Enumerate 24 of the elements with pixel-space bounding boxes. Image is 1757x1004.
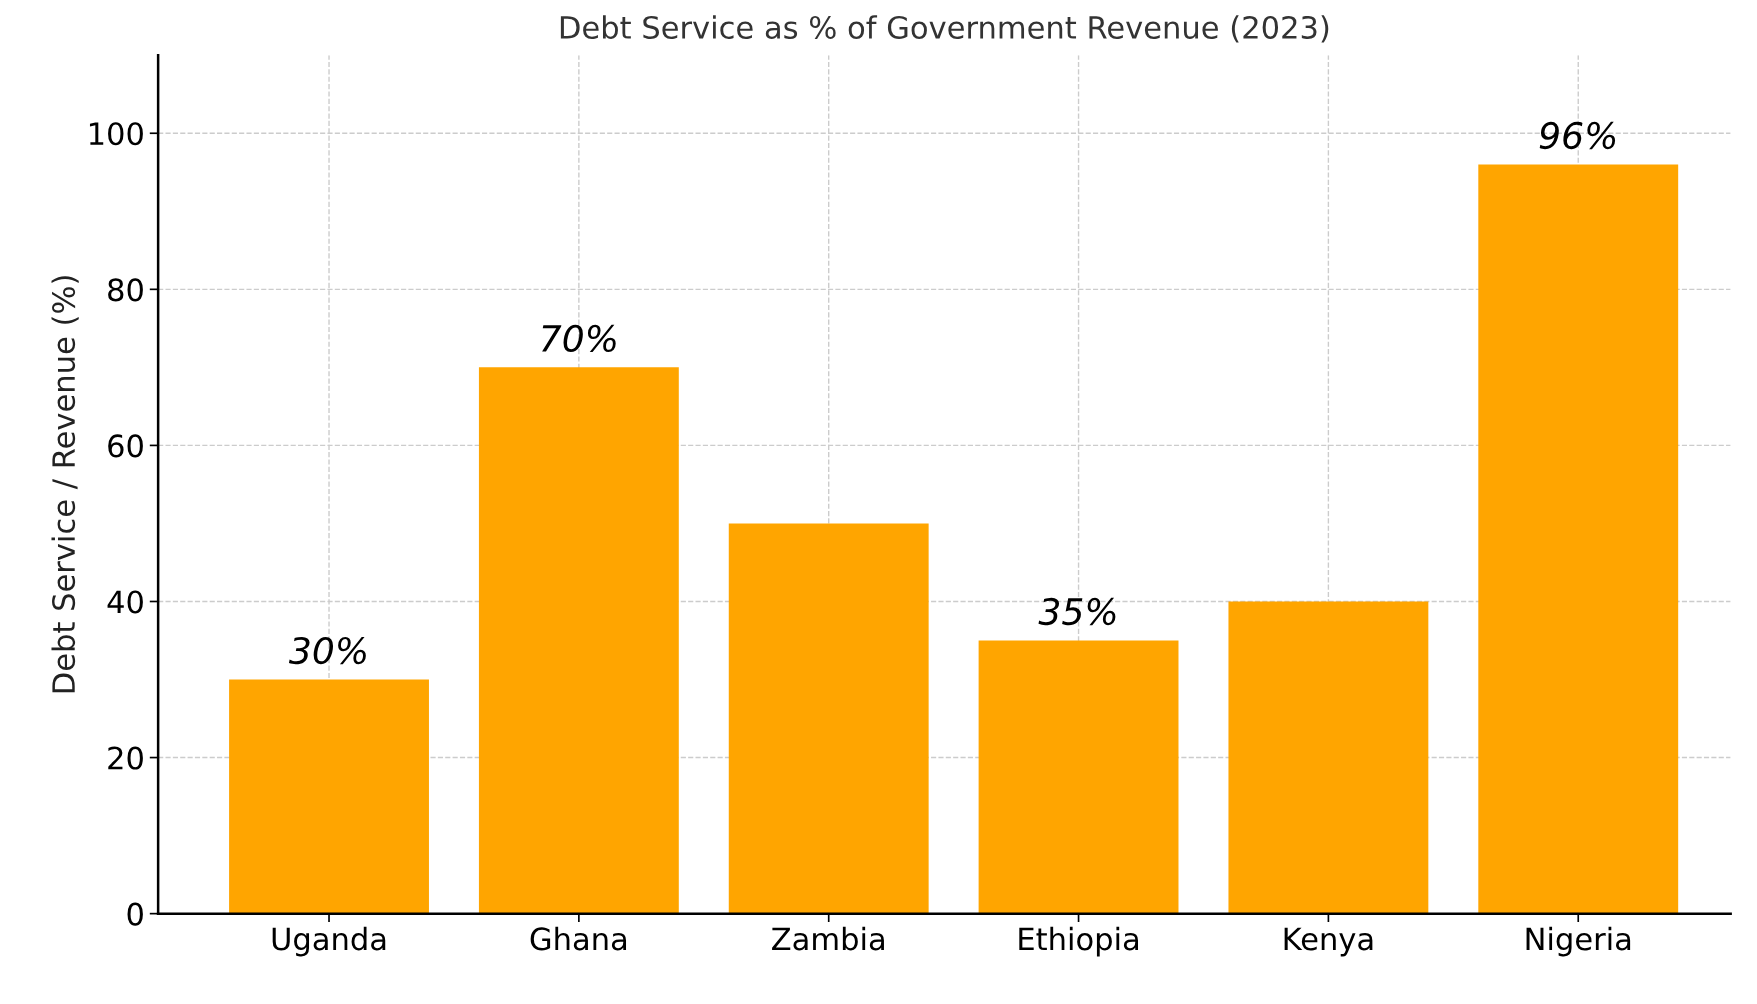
bar	[1228, 601, 1429, 914]
bar	[478, 367, 679, 914]
y-tick-label: 60	[108, 434, 143, 458]
x-tick-label: Uganda	[272, 926, 386, 957]
bar	[1478, 164, 1679, 914]
chart-title: Debt Service as % of Government Revenue (2023)	[560, 15, 1329, 43]
x-tick-label: Ethiopia	[1019, 926, 1138, 957]
data-label: 70%	[542, 324, 616, 353]
bar	[728, 523, 929, 914]
x-tick-label: Zambia	[772, 926, 884, 951]
y-axis-title: Debt Service / Revenue (%)	[51, 276, 79, 693]
y-tick-label: 100	[89, 122, 143, 146]
y-tick-label: 40	[107, 590, 143, 614]
data-label: 96%	[1539, 121, 1616, 150]
y-tick-label: 80	[108, 278, 143, 302]
y-tick-label: 0	[127, 902, 143, 926]
x-tick-label: Nigeria	[1526, 926, 1631, 957]
x-tick-label: Kenya	[1284, 927, 1373, 957]
data-label: 35%	[1038, 597, 1116, 626]
data-label: 30%	[288, 636, 366, 665]
x-tick-label: Ghana	[530, 926, 627, 951]
y-tick-label: 20	[108, 746, 143, 770]
bar	[229, 679, 429, 914]
bar	[978, 640, 1179, 914]
